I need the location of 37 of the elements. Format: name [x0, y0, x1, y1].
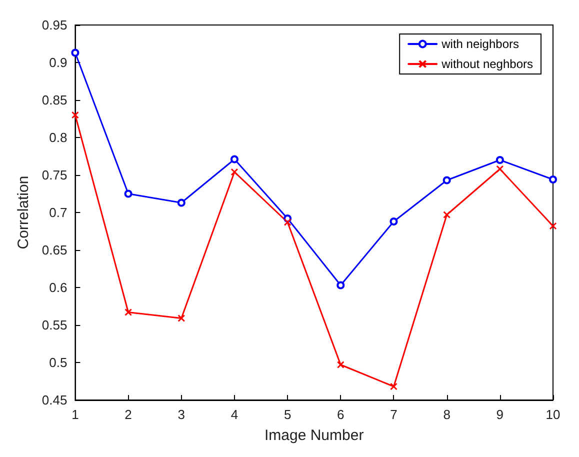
x-axis-title: Image Number [264, 427, 364, 444]
point [336, 281, 345, 290]
x-tick-label: 8 [443, 407, 450, 422]
point [124, 190, 132, 198]
legend-label: with neighbors [440, 37, 519, 51]
point [390, 218, 398, 226]
y-tick-label: 0.65 [42, 242, 68, 258]
x-tick-label: 10 [546, 407, 560, 422]
point [496, 156, 504, 164]
y-tick-label: 0.95 [42, 18, 68, 32]
x-tick-label: 2 [124, 407, 132, 422]
point [71, 48, 80, 57]
point [549, 176, 557, 184]
y-tick-label: 0.5 [49, 355, 68, 370]
x-tick-label: 7 [390, 407, 398, 422]
y-axis-title: Correlation [15, 176, 32, 250]
y-tick-label: 0.6 [49, 280, 68, 295]
y-tick-label: 0.8 [49, 130, 68, 145]
x-tick-label: 1 [72, 407, 79, 422]
y-tick-label: 0.75 [42, 168, 68, 182]
y-tick-label: 0.7 [49, 205, 68, 220]
x-tick-label: 3 [178, 407, 185, 422]
point [124, 308, 132, 316]
point [230, 168, 238, 176]
y-tick-label: 0.9 [49, 55, 68, 70]
y-tick-label: 0.45 [42, 392, 68, 408]
point [442, 176, 451, 184]
x-tick-label: 6 [337, 407, 344, 422]
point [549, 222, 557, 230]
point [177, 198, 186, 207]
x-tick-label: 4 [230, 407, 238, 422]
legend-label: without neghbors [440, 57, 534, 71]
y-tick-label: 0.85 [42, 92, 68, 108]
x-tick-label: 9 [496, 407, 504, 422]
x-tick-label: 5 [284, 407, 292, 422]
point [230, 155, 238, 164]
y-tick-label: 0.55 [42, 318, 68, 332]
